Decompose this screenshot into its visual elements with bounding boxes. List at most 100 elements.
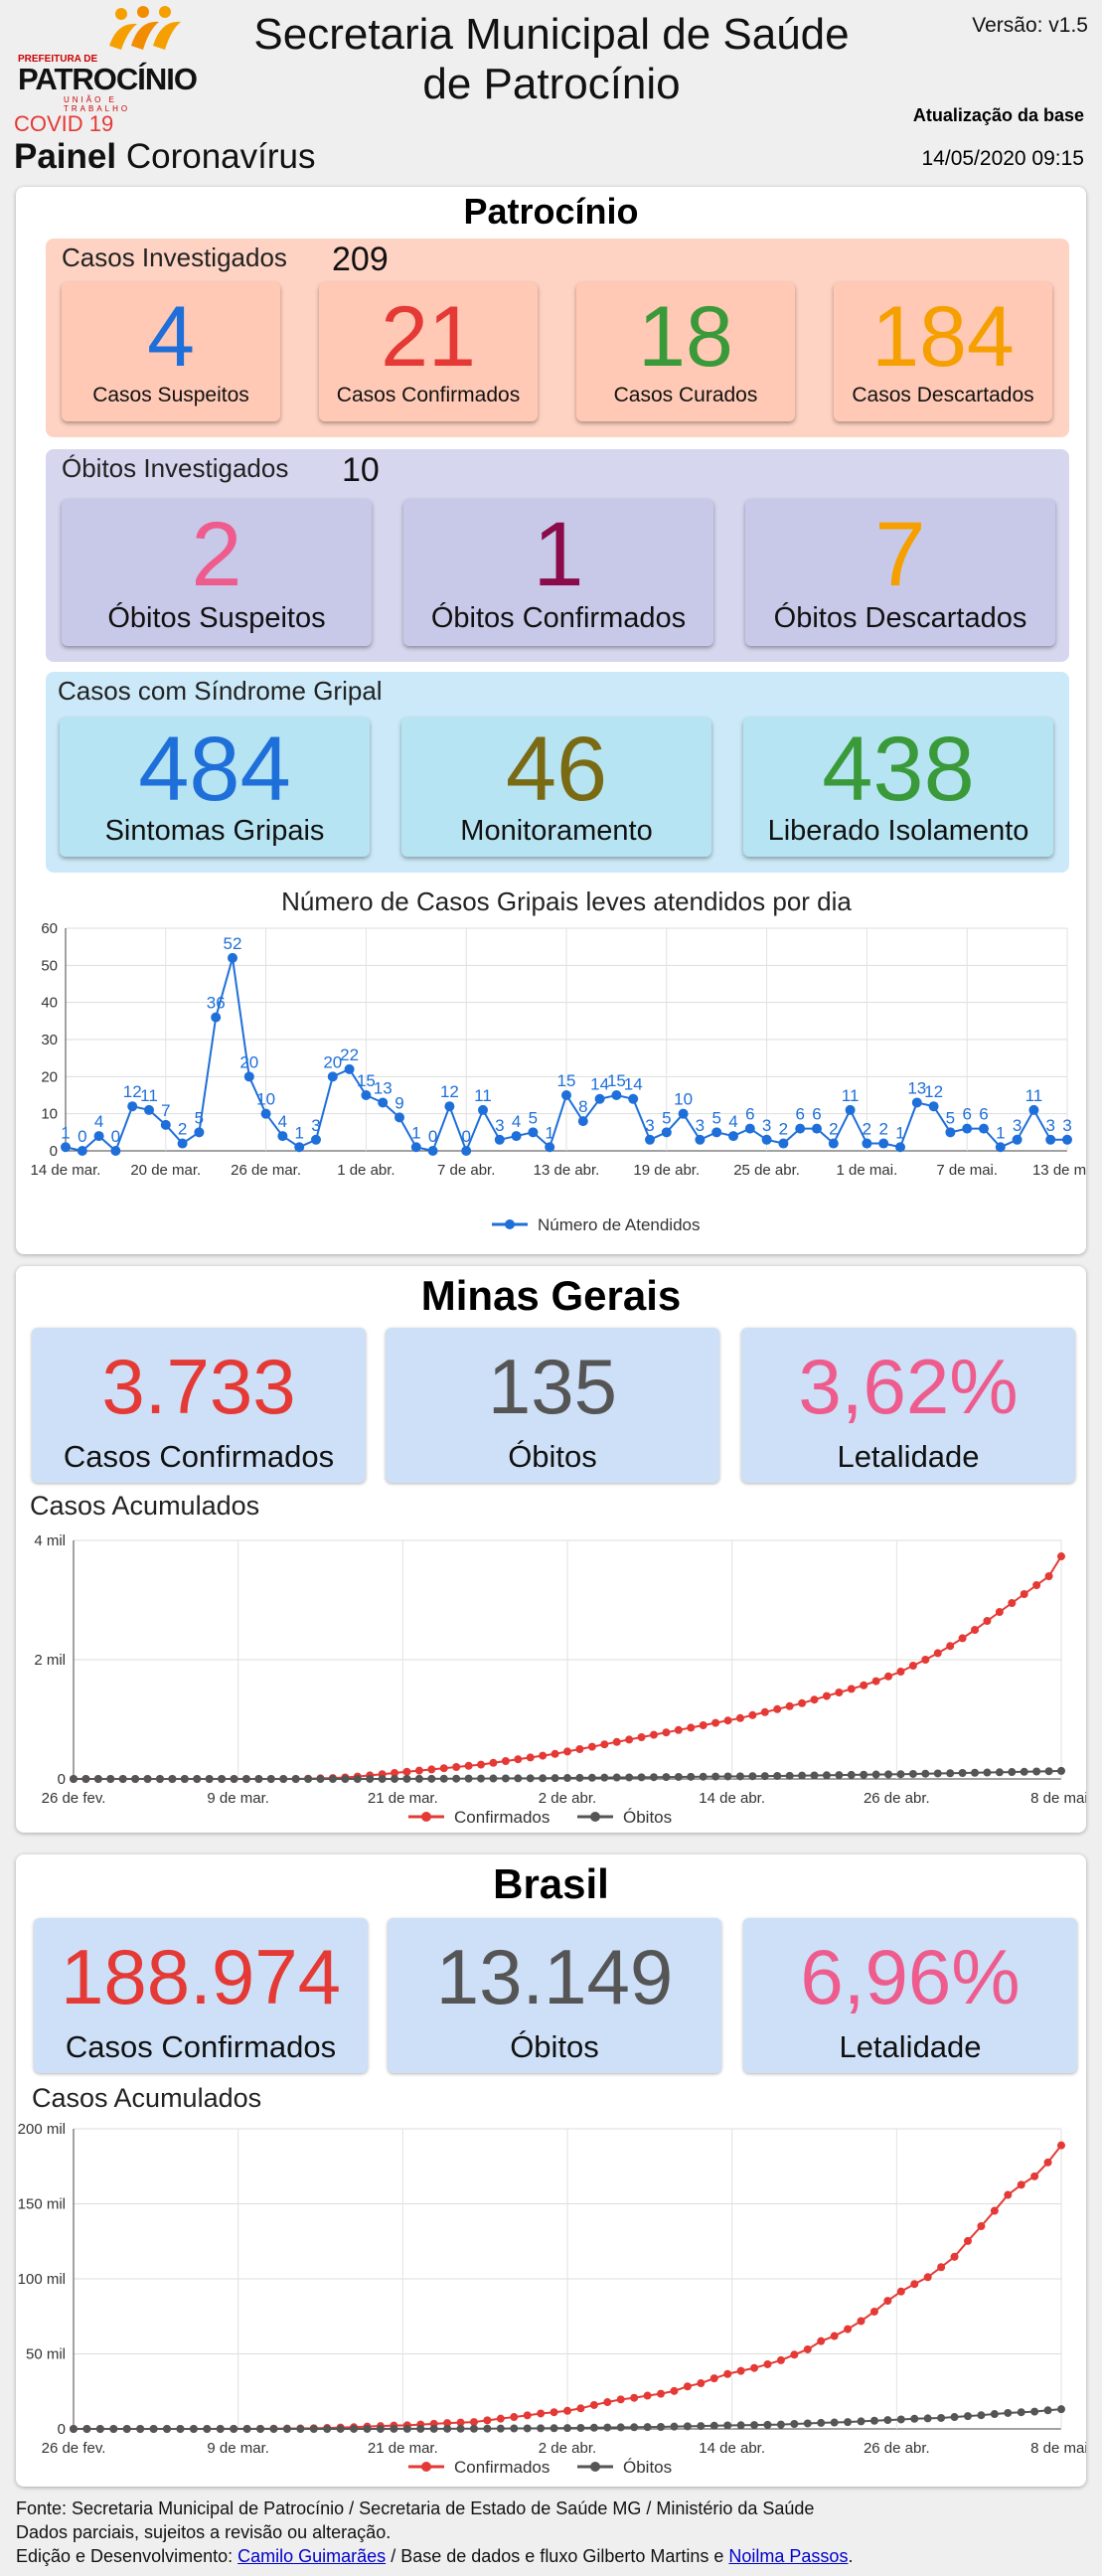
casos-total: 209 bbox=[332, 241, 389, 278]
data-point bbox=[798, 1771, 807, 1780]
data-point bbox=[683, 2422, 692, 2431]
x-tick-label: 2 de abr. bbox=[539, 1790, 596, 1807]
card-label: Casos Suspeitos bbox=[92, 384, 249, 406]
data-point bbox=[118, 1775, 127, 1783]
data-point bbox=[883, 2297, 892, 2306]
data-point bbox=[748, 1710, 757, 1719]
data-point bbox=[168, 1775, 177, 1783]
y-tick-label: 50 mil bbox=[26, 2346, 66, 2363]
data-label: 3 bbox=[1013, 1116, 1022, 1135]
data-point bbox=[760, 1772, 769, 1781]
casos-group: Casos Investigados 209 4 Casos Suspeitos… bbox=[46, 239, 1069, 437]
data-point bbox=[803, 2344, 812, 2353]
card-value: 46 bbox=[505, 719, 608, 820]
data-point bbox=[444, 1101, 455, 1112]
data-point bbox=[277, 1131, 288, 1142]
data-point bbox=[962, 1123, 973, 1134]
data-point bbox=[176, 2425, 185, 2433]
data-point bbox=[163, 2425, 172, 2433]
data-label: 3 bbox=[495, 1116, 504, 1135]
card-value: 18 bbox=[638, 289, 733, 385]
data-point bbox=[344, 1063, 355, 1074]
x-tick-label: 14 de mar. bbox=[31, 1162, 101, 1179]
patrocinio-panel: Patrocínio Casos Investigados 209 4 Caso… bbox=[16, 187, 1086, 1254]
data-point bbox=[785, 1701, 794, 1710]
y-tick-label: 60 bbox=[41, 920, 58, 937]
data-point bbox=[328, 1775, 337, 1783]
x-tick-label: 19 de abr. bbox=[633, 1162, 700, 1179]
brasil-panel: Brasil 188.974 Casos Confirmados 13.149 … bbox=[16, 1854, 1086, 2487]
page-title-line2: de Patrocínio bbox=[422, 60, 681, 108]
prefeitura-logo: PREFEITURA DE PATROCÍNIO UNIÃO E TRABALH… bbox=[14, 6, 198, 113]
card-label: Casos Confirmados bbox=[336, 384, 521, 406]
patrocinio-title: Patrocínio bbox=[463, 191, 639, 232]
data-point bbox=[1057, 2141, 1065, 2150]
data-point bbox=[612, 1773, 621, 1782]
data-point bbox=[600, 1740, 609, 1749]
data-point bbox=[773, 1704, 782, 1713]
data-point bbox=[699, 1772, 708, 1781]
data-point bbox=[946, 1769, 955, 1778]
data-label: 2 bbox=[863, 1120, 871, 1139]
data-point bbox=[950, 2413, 959, 2422]
data-label: 0 bbox=[78, 1127, 86, 1146]
data-point bbox=[510, 2413, 519, 2422]
data-point bbox=[551, 1774, 559, 1783]
data-label: 36 bbox=[207, 994, 226, 1013]
card-label: Casos Descartados bbox=[852, 384, 1034, 406]
footer-credits-suffix: . bbox=[848, 2546, 854, 2566]
data-point bbox=[402, 2424, 411, 2433]
data-point bbox=[643, 2391, 652, 2400]
data-point bbox=[304, 1775, 313, 1783]
data-point bbox=[131, 1775, 140, 1783]
data-point bbox=[391, 1769, 399, 1777]
link-noilma[interactable]: Noilma Passos bbox=[728, 2546, 849, 2566]
data-label: 3 bbox=[762, 1116, 771, 1135]
data-point bbox=[242, 2425, 251, 2433]
data-point bbox=[311, 1134, 321, 1145]
data-point bbox=[860, 1770, 868, 1779]
data-point bbox=[452, 1774, 461, 1783]
data-point bbox=[697, 2379, 706, 2388]
data-point bbox=[736, 2366, 745, 2375]
data-point bbox=[723, 1772, 732, 1781]
data-label: 1 bbox=[895, 1123, 904, 1142]
data-point bbox=[177, 1138, 188, 1149]
link-camilo[interactable]: Camilo Guimarães bbox=[237, 2546, 387, 2566]
data-label: 4 bbox=[728, 1112, 737, 1131]
data-point bbox=[625, 1735, 634, 1744]
data-point bbox=[478, 1104, 488, 1115]
data-point bbox=[218, 1775, 227, 1783]
footer-source: Fonte: Secretaria Municipal de Patrocíni… bbox=[16, 2498, 815, 2518]
data-label: 12 bbox=[440, 1082, 459, 1101]
data-label: 0 bbox=[111, 1127, 120, 1146]
data-point bbox=[750, 2363, 759, 2372]
data-point bbox=[496, 2414, 505, 2423]
data-point bbox=[628, 1093, 639, 1104]
data-label: 20 bbox=[323, 1052, 342, 1071]
logo-brand-top: PREFEITURA DE bbox=[18, 54, 98, 65]
data-point bbox=[523, 2411, 532, 2420]
data-label: 6 bbox=[745, 1105, 754, 1124]
data-point bbox=[402, 1774, 411, 1783]
data-point bbox=[983, 1617, 992, 1625]
data-point bbox=[456, 2418, 465, 2427]
data-point bbox=[414, 1766, 423, 1775]
minas-chart-label: Casos Acumulados bbox=[30, 1491, 260, 1521]
legend-label: Número de Atendidos bbox=[538, 1215, 701, 1234]
data-point bbox=[896, 1770, 905, 1779]
x-tick-label: 26 de mar. bbox=[231, 1162, 301, 1179]
data-point bbox=[723, 2421, 732, 2430]
data-point bbox=[526, 1753, 535, 1762]
data-point bbox=[678, 1108, 689, 1119]
data-label: 8 bbox=[578, 1097, 587, 1116]
data-point bbox=[709, 2374, 718, 2383]
data-point bbox=[1032, 1581, 1041, 1589]
card-label: Óbitos Confirmados bbox=[430, 602, 687, 634]
data-point bbox=[611, 1090, 622, 1100]
minas-stat-letalidade: 3,62% Letalidade bbox=[741, 1328, 1075, 1483]
stat-label: Óbitos bbox=[508, 1439, 597, 1474]
chart-title: Número de Casos Gripais leves atendidos … bbox=[281, 886, 852, 916]
data-point bbox=[1057, 1766, 1065, 1775]
y-tick-label: 30 bbox=[41, 1032, 58, 1048]
